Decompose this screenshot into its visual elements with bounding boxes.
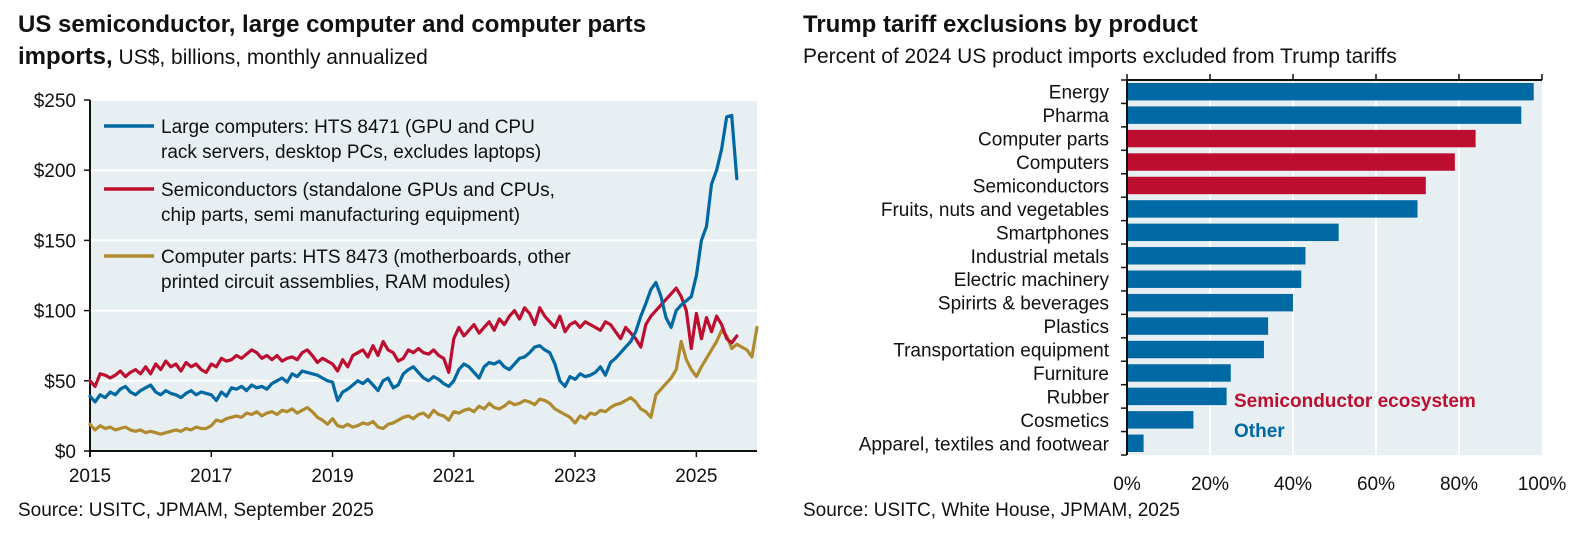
bar-computers [1128, 153, 1455, 171]
category-label: Plastics [1044, 317, 1109, 338]
bar-furniture [1128, 364, 1231, 382]
bar-smartphones [1128, 223, 1339, 242]
right-chart-title: Trump tariff exclusions by product [803, 11, 1198, 38]
y-tick-label: $0 [55, 442, 76, 463]
category-label: Industrial metals [971, 247, 1109, 268]
series-line-semiconductors [88, 286, 739, 388]
line-chart: $0 $50 $100 $150 $200 $250 2015 2017 2019 2021 202… [34, 91, 759, 487]
x-tick-label: 2017 [190, 466, 232, 487]
left-chart-source: Source: USITC, JPMAM, September 2025 [18, 500, 374, 521]
y-tick-label: $50 [44, 372, 76, 393]
category-label: Computer parts [978, 130, 1109, 151]
x-tick-label: 2021 [433, 466, 475, 487]
x-tick-label: 2015 [69, 466, 111, 487]
x-tick-label: 60% [1357, 474, 1395, 495]
bar-computer-parts [1128, 129, 1476, 148]
right-chart-source: Source: USITC, White House, JPMAM, 2025 [803, 500, 1180, 521]
right-chart-panel: Trump tariff exclusions by product Perce… [795, 0, 1587, 546]
y-tick-label: $250 [34, 91, 76, 112]
category-label: Transportation equipment [893, 341, 1110, 362]
left-chart-title: US semiconductor, large computer and com… [18, 10, 646, 39]
series-line-computer-parts [88, 325, 759, 436]
x-tick-label: 40% [1274, 474, 1312, 495]
bar-electric-machinery [1128, 270, 1302, 288]
category-label: Semiconductors [973, 176, 1109, 197]
bar-plastics [1128, 317, 1269, 335]
bar-transportation-equipment [1128, 340, 1264, 359]
category-label: Energy [1049, 83, 1110, 104]
x-tick-label: 2025 [675, 466, 717, 487]
left-chart-panel: US semiconductor, large computer and com… [0, 0, 790, 546]
category-label: Furniture [1033, 364, 1109, 385]
right-chart-subtitle: Percent of 2024 US product imports exclu… [803, 45, 1397, 68]
y-tick-label: $200 [34, 161, 76, 182]
bar-rubber [1128, 387, 1227, 406]
series-line-large-computers [88, 113, 739, 404]
bar-semiconductors [1128, 176, 1426, 195]
x-tick-label: 0% [1113, 474, 1141, 495]
bar-energy [1128, 83, 1534, 101]
category-label: Spirirts & beverages [938, 294, 1109, 315]
bar-spirirts-beverages [1128, 293, 1293, 312]
bar-fruits-nuts-and-vegetables [1128, 200, 1418, 218]
x-tick-label: 80% [1440, 474, 1478, 495]
bar-pharma [1128, 106, 1522, 124]
x-tick-label: 100% [1518, 474, 1567, 495]
category-label: Cosmetics [1020, 411, 1109, 432]
bar-cosmetics [1128, 411, 1194, 429]
category-label: Computers [1016, 153, 1109, 174]
legend-label: rack servers, desktop PCs, excludes lapt… [161, 142, 541, 163]
y-tick-label: $100 [34, 302, 76, 323]
legend-label: printed circuit assemblies, RAM modules) [161, 272, 511, 293]
left-chart-units: US$, billions, monthly annualized [112, 46, 428, 69]
category-label: Electric machinery [954, 270, 1110, 291]
left-chart-title-line1: US semiconductor, large computer and com… [18, 11, 647, 38]
category-label: Pharma [1042, 106, 1109, 127]
legend-label: Large computers: HTS 8471 (GPU and CPU [161, 117, 535, 138]
category-label: Rubber [1047, 387, 1110, 408]
left-chart-title-line2: imports, US$, billions, monthly annualiz… [18, 42, 428, 72]
bar-industrial-metals [1128, 247, 1306, 265]
legend-label: Semiconductors (standalone GPUs and CPUs… [161, 180, 555, 201]
category-label: Smartphones [996, 223, 1109, 244]
legend-label: chip parts, semi manufacturing equipment… [161, 205, 520, 226]
x-tick-label: 2019 [311, 466, 353, 487]
left-chart-title-bold: imports, [18, 43, 113, 70]
y-tick-label: $150 [34, 231, 76, 252]
legend-label: Other [1234, 421, 1285, 442]
category-label: Fruits, nuts and vegetables [881, 200, 1109, 221]
legend-label: Semiconductor ecosystem [1234, 391, 1476, 412]
x-tick-label: 2023 [554, 466, 596, 487]
legend-label: Computer parts: HTS 8473 (motherboards, … [161, 247, 571, 268]
bar-apparel-textiles-and-footwear [1128, 434, 1144, 452]
x-tick-label: 20% [1191, 474, 1229, 495]
category-label: Apparel, textiles and footwear [859, 434, 1110, 455]
